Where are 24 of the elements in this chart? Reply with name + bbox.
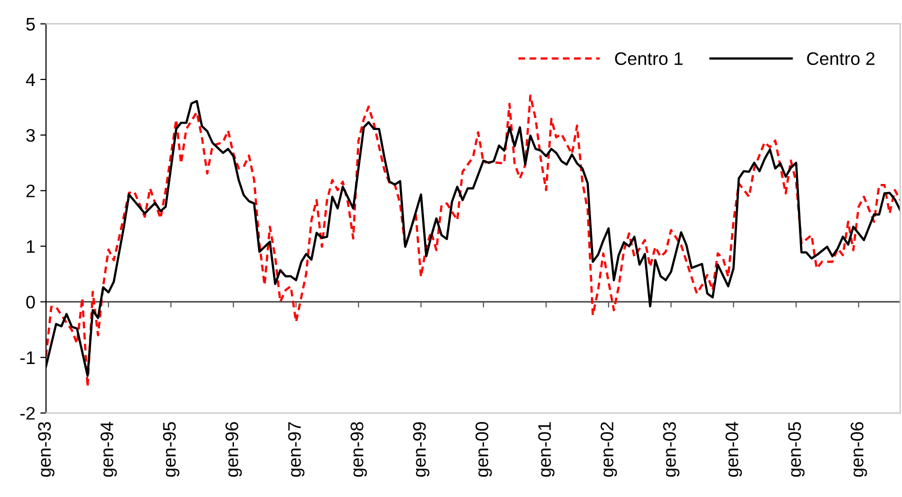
x-tick-label: gen-06: [850, 422, 868, 477]
x-tick-label: gen-02: [600, 422, 617, 477]
y-tick-label: -1: [20, 352, 35, 364]
y-tick-label: 5: [26, 18, 35, 31]
y-tick-label: 3: [26, 128, 35, 142]
x-tick-label: gen-96: [225, 422, 242, 477]
x-tick-label: gen-95: [163, 422, 180, 477]
x-tick-label: gen-05: [788, 422, 805, 477]
y-tick-label: 1: [26, 240, 35, 253]
x-tick-label: gen-94: [100, 422, 117, 477]
x-tick-label: gen-98: [350, 422, 367, 477]
y-tick-label: -2: [20, 406, 35, 420]
legend-label: Centro 1: [615, 52, 683, 66]
x-tick-label: gen-01: [538, 422, 555, 477]
x-tick-label: gen-99: [413, 422, 430, 477]
x-tick-label: gen-04: [726, 422, 742, 477]
y-tick-label: 0: [26, 296, 35, 309]
x-tick-label: gen-93: [38, 422, 54, 477]
y-tick-label: 4: [26, 74, 36, 86]
legend-label: Centro 2: [807, 52, 875, 66]
y-tick-label: 2: [26, 184, 35, 198]
x-tick-label: gen-03: [663, 422, 680, 477]
x-tick-label: gen-97: [288, 422, 304, 477]
x-tick-label: gen-00: [476, 422, 492, 477]
